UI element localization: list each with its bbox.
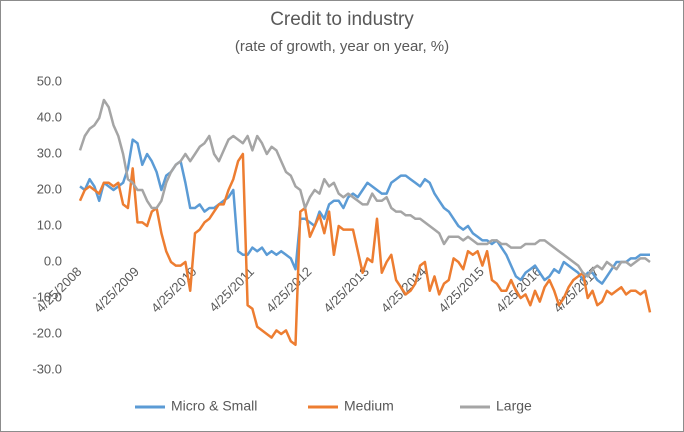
y-tick-label: 20.0 (37, 181, 62, 196)
chart-title: Credit to industry (270, 9, 414, 30)
y-tick-label: -10.0 (32, 289, 62, 304)
y-tick-label: 40.0 (37, 109, 62, 124)
legend-label: Medium (344, 398, 394, 414)
y-tick-label: -20.0 (32, 325, 62, 340)
y-tick-label: 30.0 (37, 145, 62, 160)
chart-subtitle: (rate of growth, year on year, %) (235, 38, 449, 55)
series-line (78, 152, 652, 347)
y-tick-label: 50.0 (37, 73, 62, 88)
y-tick-label: 0.0 (44, 253, 62, 268)
legend-label: Large (496, 398, 532, 414)
y-tick-label: -30.0 (32, 361, 62, 376)
y-tick-label: 10.0 (37, 217, 62, 232)
series-line (78, 98, 651, 278)
legend-label: Micro & Small (171, 398, 257, 414)
